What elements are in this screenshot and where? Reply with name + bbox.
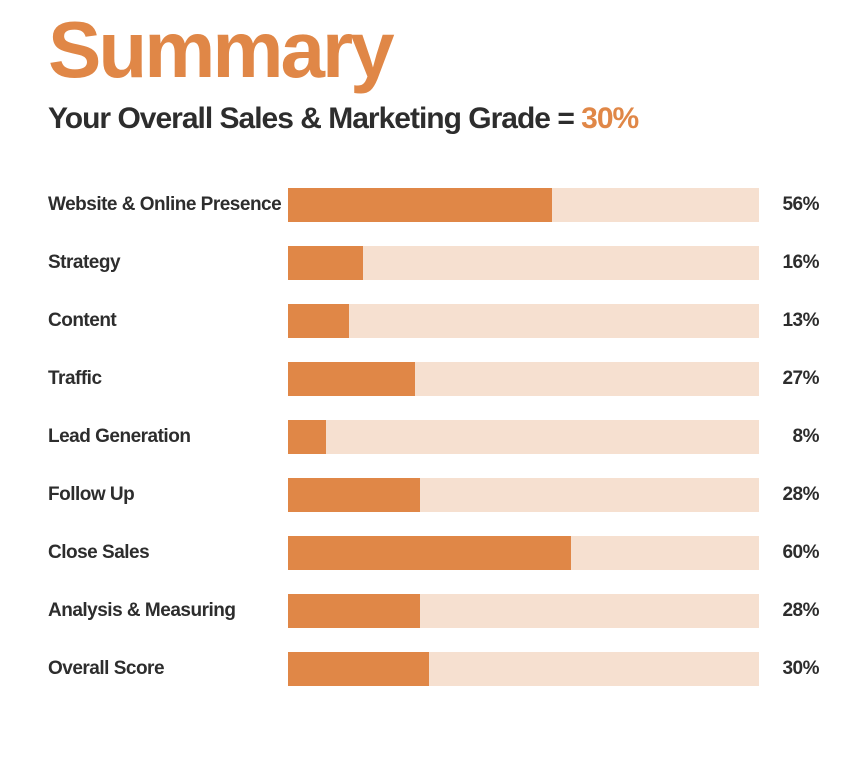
bar-fill [288, 304, 349, 338]
chart-row: Lead Generation 8% [48, 420, 819, 454]
chart-row-label: Overall Score [48, 658, 288, 680]
chart-row-label: Lead Generation [48, 426, 288, 448]
chart-row-value: 28% [759, 600, 819, 622]
chart-row: Strategy 16% [48, 246, 819, 280]
subtitle-row: Your Overall Sales & Marketing Grade = 3… [48, 102, 819, 136]
chart-row-value: 13% [759, 310, 819, 332]
bar-fill [288, 478, 420, 512]
chart-row-value: 27% [759, 368, 819, 390]
bar-fill [288, 362, 415, 396]
bar-track [288, 246, 759, 280]
chart-row-label: Strategy [48, 252, 288, 274]
chart-row-value: 60% [759, 542, 819, 564]
bar-wrap: 28% [288, 478, 819, 512]
summary-page: Summary Your Overall Sales & Marketing G… [0, 0, 867, 726]
chart-row: Close Sales 60% [48, 536, 819, 570]
chart-row: Follow Up 28% [48, 478, 819, 512]
bar-track [288, 362, 759, 396]
bar-track [288, 420, 759, 454]
page-title: Summary [48, 0, 819, 90]
chart-row-value: 8% [759, 426, 819, 448]
chart-row-value: 16% [759, 252, 819, 274]
summary-bar-chart: Website & Online Presence 56% Strategy 16% C… [48, 188, 819, 686]
chart-row-label: Traffic [48, 368, 288, 390]
overall-grade-value: 30% [581, 102, 638, 135]
bar-wrap: 13% [288, 304, 819, 338]
chart-row-label: Close Sales [48, 542, 288, 564]
chart-row: Analysis & Measuring 28% [48, 594, 819, 628]
chart-row: Overall Score 30% [48, 652, 819, 686]
chart-row-label: Follow Up [48, 484, 288, 506]
bar-track [288, 652, 759, 686]
bar-track [288, 536, 759, 570]
bar-track [288, 188, 759, 222]
bar-track [288, 478, 759, 512]
chart-row-value: 56% [759, 194, 819, 216]
chart-row-value: 30% [759, 658, 819, 680]
bar-fill [288, 536, 571, 570]
bar-wrap: 27% [288, 362, 819, 396]
bar-fill [288, 188, 552, 222]
bar-wrap: 28% [288, 594, 819, 628]
subtitle-text: Your Overall Sales & Marketing Grade = [48, 102, 581, 135]
chart-row-label: Content [48, 310, 288, 332]
chart-row: Content 13% [48, 304, 819, 338]
bar-fill [288, 594, 420, 628]
bar-track [288, 594, 759, 628]
bar-track [288, 304, 759, 338]
bar-wrap: 56% [288, 188, 819, 222]
bar-wrap: 30% [288, 652, 819, 686]
chart-row-label: Website & Online Presence [48, 194, 288, 216]
bar-wrap: 8% [288, 420, 819, 454]
chart-row-value: 28% [759, 484, 819, 506]
bar-fill [288, 652, 429, 686]
bar-wrap: 60% [288, 536, 819, 570]
chart-row-label: Analysis & Measuring [48, 600, 288, 622]
bar-wrap: 16% [288, 246, 819, 280]
chart-row: Traffic 27% [48, 362, 819, 396]
chart-row: Website & Online Presence 56% [48, 188, 819, 222]
bar-fill [288, 420, 326, 454]
bar-fill [288, 246, 363, 280]
